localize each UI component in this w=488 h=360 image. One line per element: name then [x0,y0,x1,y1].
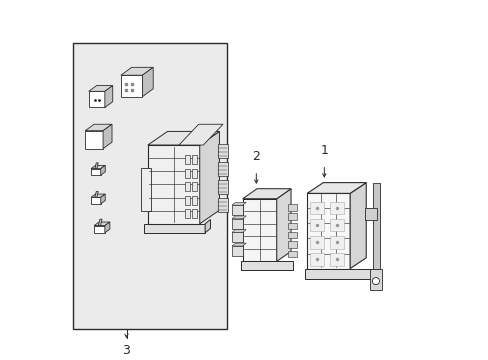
Polygon shape [242,199,276,261]
Polygon shape [121,67,153,75]
Bar [217,162,227,176]
Bar [287,204,297,211]
Polygon shape [199,131,219,224]
Polygon shape [91,194,105,197]
Polygon shape [306,183,366,193]
Polygon shape [94,226,104,233]
Polygon shape [121,75,142,97]
Text: 3: 3 [122,344,130,357]
Polygon shape [231,230,246,233]
Polygon shape [103,124,112,149]
Polygon shape [88,86,113,91]
Bar [73,43,226,329]
Polygon shape [276,189,290,261]
Bar [217,180,227,194]
Polygon shape [231,219,242,229]
Polygon shape [104,86,113,107]
Polygon shape [179,124,223,145]
Bar [309,219,324,231]
Polygon shape [369,269,382,290]
Bar [309,236,324,248]
Polygon shape [204,220,210,233]
Bar [191,196,197,205]
Bar [329,236,344,248]
Bar [185,182,190,191]
Polygon shape [98,219,102,226]
Polygon shape [147,131,219,145]
Bar [287,251,297,257]
Polygon shape [349,183,366,269]
Circle shape [371,278,379,285]
Bar [185,196,190,205]
Polygon shape [144,224,204,233]
Bar [329,219,344,231]
Polygon shape [147,145,199,224]
Polygon shape [94,222,110,226]
Polygon shape [365,208,376,220]
Bar [287,232,297,238]
Polygon shape [231,246,242,256]
Text: 2: 2 [252,150,260,163]
Bar [191,155,197,164]
Bar [191,168,197,177]
Bar [309,202,324,214]
Polygon shape [231,233,242,242]
Polygon shape [101,166,105,175]
Polygon shape [91,197,101,204]
Polygon shape [141,168,151,211]
Bar [191,182,197,191]
Polygon shape [231,205,242,215]
Bar [329,202,344,214]
Polygon shape [231,243,246,246]
Polygon shape [88,91,104,107]
Polygon shape [231,202,246,205]
Polygon shape [231,216,246,219]
Bar [217,144,227,158]
Bar [329,253,344,266]
Polygon shape [101,194,105,204]
Bar [185,155,190,164]
Polygon shape [95,163,98,168]
Polygon shape [142,67,153,97]
Polygon shape [85,124,112,131]
Bar [287,223,297,229]
Bar [191,210,197,219]
Bar [185,210,190,219]
Polygon shape [91,168,101,175]
Bar [309,253,324,266]
Polygon shape [95,192,98,197]
Bar [185,168,190,177]
Polygon shape [91,166,105,168]
Polygon shape [305,269,380,279]
Polygon shape [306,193,349,269]
Polygon shape [241,261,292,270]
Polygon shape [242,189,290,199]
Text: 1: 1 [320,144,327,157]
Polygon shape [373,183,379,276]
Bar [217,198,227,212]
Bar [287,241,297,248]
Polygon shape [85,131,103,149]
Bar [287,213,297,220]
Polygon shape [104,222,110,233]
